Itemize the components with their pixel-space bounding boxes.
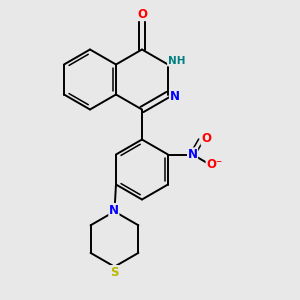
Text: N: N — [169, 89, 179, 103]
Text: N: N — [109, 203, 119, 217]
Text: S: S — [110, 266, 119, 279]
Text: O⁻: O⁻ — [206, 158, 223, 171]
Text: O: O — [201, 132, 211, 145]
Text: N: N — [188, 148, 197, 161]
Text: NH: NH — [168, 56, 185, 66]
Text: O: O — [137, 8, 147, 21]
